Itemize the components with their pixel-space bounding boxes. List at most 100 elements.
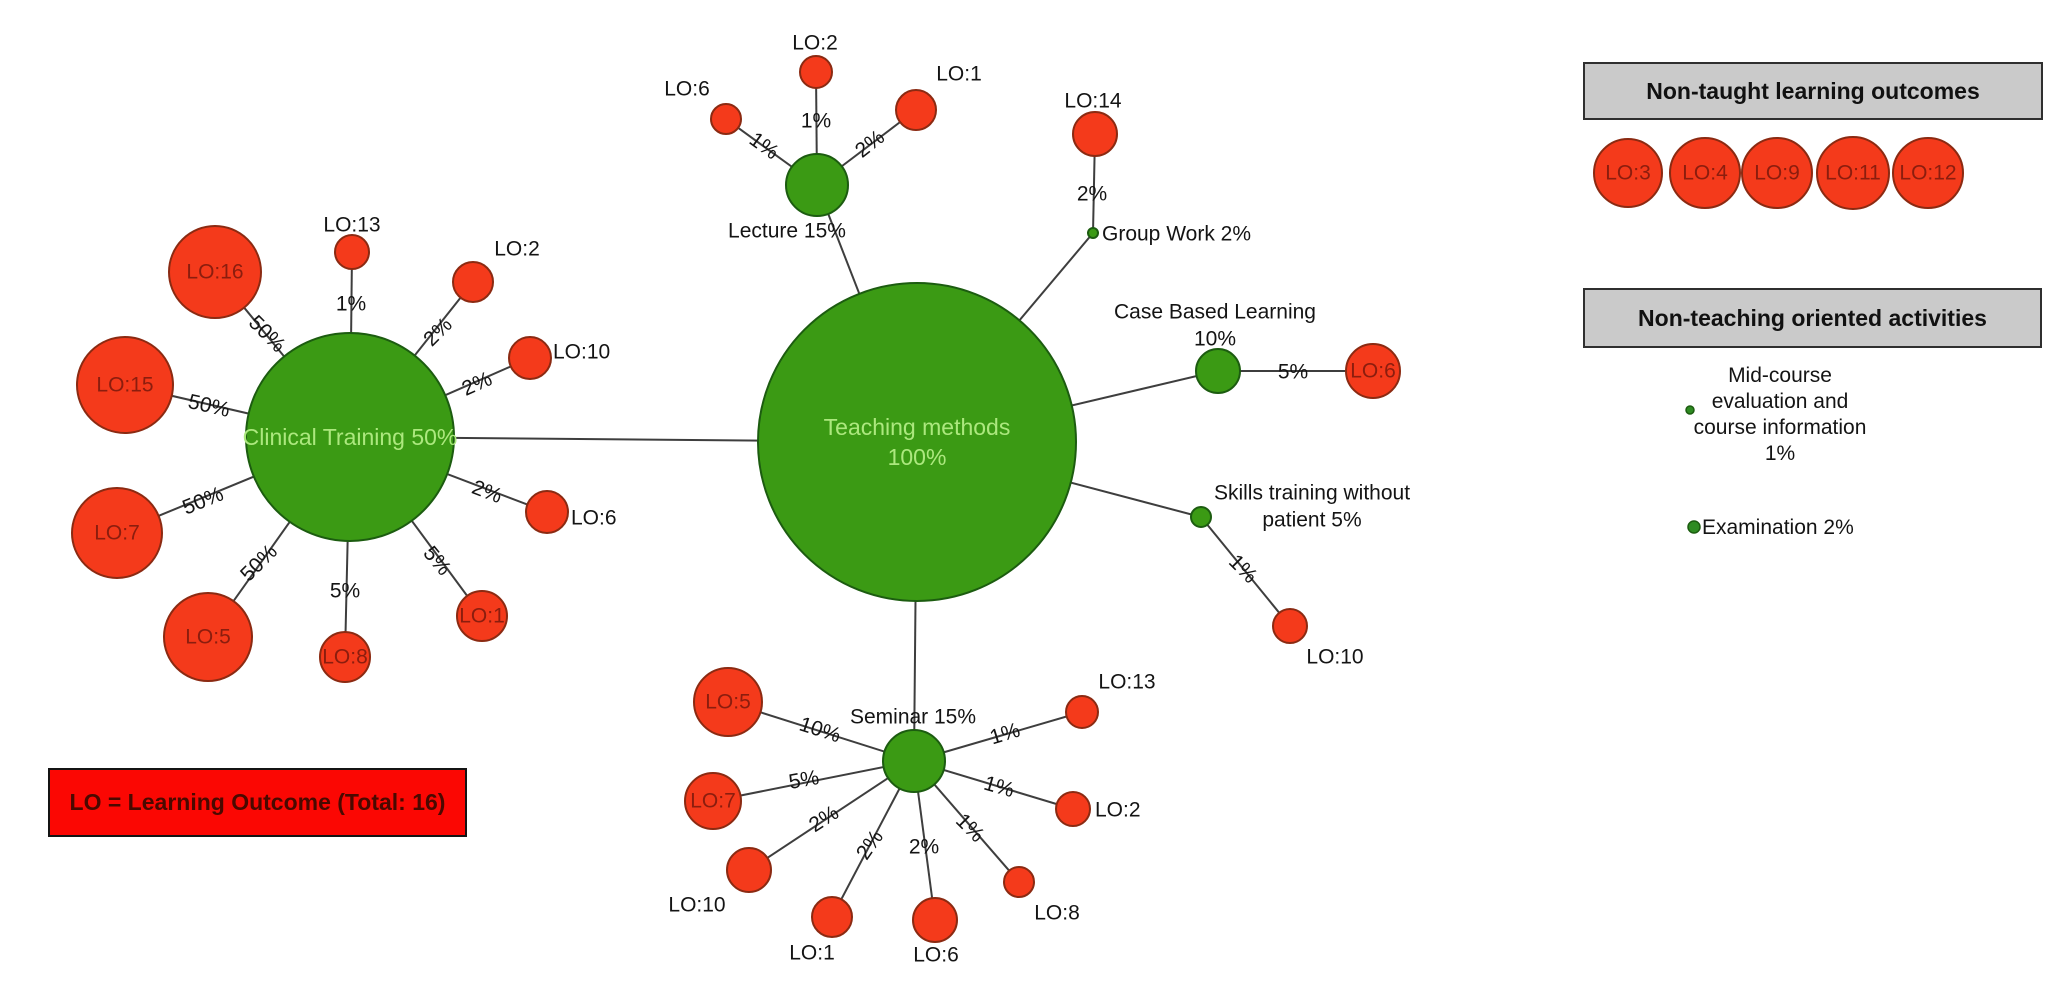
lo-legend-box: LO = Learning Outcome (Total: 16) [48, 768, 467, 837]
non-taught-outcomes-header: Non-taught learning outcomes [1583, 62, 2043, 120]
node-circle-c6 [525, 490, 569, 534]
node-circle-n12 [1892, 137, 1964, 209]
node-circle-seminar [882, 729, 946, 793]
node-circle-c8 [319, 631, 371, 683]
edge-weight-label-seminar-m7: 5% [787, 766, 821, 794]
node-circle-g14 [1072, 111, 1118, 157]
node-label-m2: LO:2 [1095, 799, 1141, 822]
node-circle-m8 [1003, 866, 1035, 898]
node-circle-groupwork [1087, 227, 1099, 239]
node-label-seminar: Seminar 15% [850, 706, 976, 729]
node-label-m8: LO:8 [1034, 902, 1080, 925]
node-label-clinical: Clinical Training 50% [243, 424, 458, 450]
node-circle-c2 [452, 261, 494, 303]
node-label-s10: LO:10 [1306, 646, 1363, 669]
node-label-c10: LO:10 [553, 341, 610, 364]
mid-course-evaluation-label: Mid-course evaluation and course informa… [1630, 363, 1930, 467]
activity-dot-midcourse [1685, 405, 1695, 415]
node-label-c13: LO:13 [323, 214, 380, 237]
node-circle-cbl [1195, 348, 1241, 394]
edge-weight-label-seminar-m13: 1% [987, 719, 1023, 750]
node-circle-m5 [693, 667, 763, 737]
node-circle-m10 [726, 847, 772, 893]
non-teaching-activities-header-label: Non-teaching oriented activities [1638, 304, 1987, 331]
node-label-c15: LO:15 [96, 374, 153, 397]
node-circle-n9 [1741, 137, 1813, 209]
edge-weight-label-groupwork-g14: 2% [1077, 183, 1107, 206]
node-circle-n4 [1669, 137, 1741, 209]
edge-weight-label-seminar-m6: 2% [909, 836, 939, 859]
node-circle-m1 [811, 896, 853, 938]
mid-course-line-2: evaluation and [1711, 390, 1849, 413]
node-label-m10: LO:10 [668, 894, 725, 917]
edge-weight-label-seminar-m10: 2% [805, 801, 843, 837]
node-label-n4: LO:4 [1682, 162, 1728, 185]
node-label-m1: LO:1 [789, 942, 835, 965]
node-label-n3: LO:3 [1605, 162, 1651, 185]
node-circle-skills [1190, 506, 1212, 528]
node-label-n9: LO:9 [1754, 162, 1800, 185]
edge-weight-label-cbl-b6: 5% [1278, 361, 1308, 384]
node-label-m6: LO:6 [913, 944, 959, 967]
node-circle-c15 [76, 336, 174, 434]
node-label-l6: LO:6 [664, 78, 710, 101]
node-circle-c5 [163, 592, 253, 682]
edge-weight-label-clinical-c16: 50% [244, 311, 290, 357]
node-circle-m6 [912, 897, 958, 943]
edge-weight-label-lecture-l1: 2% [851, 126, 889, 163]
node-label-c2: LO:2 [494, 238, 540, 261]
node-label-cbl-1: 10% [1194, 328, 1236, 351]
node-circle-c1 [456, 590, 508, 642]
node-label-n11: LO:11 [1825, 162, 1881, 185]
node-circle-n3 [1593, 138, 1663, 208]
node-circle-lecture [785, 153, 849, 217]
mid-course-line-4: 1% [1764, 442, 1796, 465]
node-circle-c10 [508, 336, 552, 380]
node-label-teaching-0: Teaching methods [824, 414, 1011, 440]
node-circle-c16 [168, 225, 262, 319]
edge-seminar-m7 [712, 760, 915, 802]
node-label-lecture: Lecture 15% [728, 220, 846, 243]
node-label-n12: LO:12 [1899, 162, 1956, 185]
edge-seminar-m10 [748, 760, 915, 871]
examination-label: Examination 2% [1702, 516, 1854, 539]
node-label-m7: LO:7 [690, 790, 736, 813]
node-label-cbl-0: Case Based Learning [1114, 301, 1316, 324]
node-label-l2: LO:2 [792, 32, 838, 55]
node-circle-c13 [334, 234, 370, 270]
edge-weight-label-lecture-l6: 1% [745, 128, 783, 164]
node-label-m13: LO:13 [1098, 671, 1155, 694]
edge-weight-label-lecture-l2: 1% [801, 110, 831, 133]
node-label-m5: LO:5 [705, 691, 751, 714]
node-label-l1: LO:1 [936, 63, 982, 86]
node-label-b6: LO:6 [1350, 360, 1396, 383]
node-circle-l2 [799, 55, 833, 89]
node-label-c1: LO:1 [459, 605, 505, 628]
non-taught-outcomes-header-label: Non-taught learning outcomes [1646, 77, 1980, 104]
edge-weight-label-seminar-m1: 2% [852, 826, 888, 864]
activity-dot-exam [1687, 520, 1701, 534]
node-circle-n11 [1816, 136, 1890, 210]
non-teaching-activities-header: Non-teaching oriented activities [1583, 288, 2042, 348]
node-circle-l6 [710, 103, 742, 135]
edge-weight-label-seminar-m5: 10% [796, 713, 843, 748]
mid-course-line-1: Mid-course [1728, 364, 1832, 387]
node-circle-c7 [71, 487, 163, 579]
edge-weight-label-clinical-c13: 1% [336, 293, 366, 316]
edge-weight-label-clinical-c1: 5% [418, 542, 455, 580]
node-circle-s10 [1272, 608, 1308, 644]
node-label-c7: LO:7 [94, 522, 140, 545]
edge-weight-label-clinical-c5: 50% [236, 540, 282, 586]
node-circle-m2 [1055, 791, 1091, 827]
labels-layer: 50%1%2%2%2%5%5%50%50%50%1%1%2%2%5%1%10%5… [94, 32, 1956, 967]
node-label-c16: LO:16 [186, 261, 243, 284]
edge-weight-label-skills-s10: 1% [1224, 550, 1262, 588]
edge-skills-s10 [1200, 516, 1291, 627]
node-label-skills-1: patient 5% [1262, 509, 1361, 532]
node-circle-teaching [757, 282, 1077, 602]
node-label-c8: LO:8 [322, 646, 368, 669]
node-circle-b6 [1345, 343, 1401, 399]
node-label-c6: LO:6 [571, 507, 617, 530]
